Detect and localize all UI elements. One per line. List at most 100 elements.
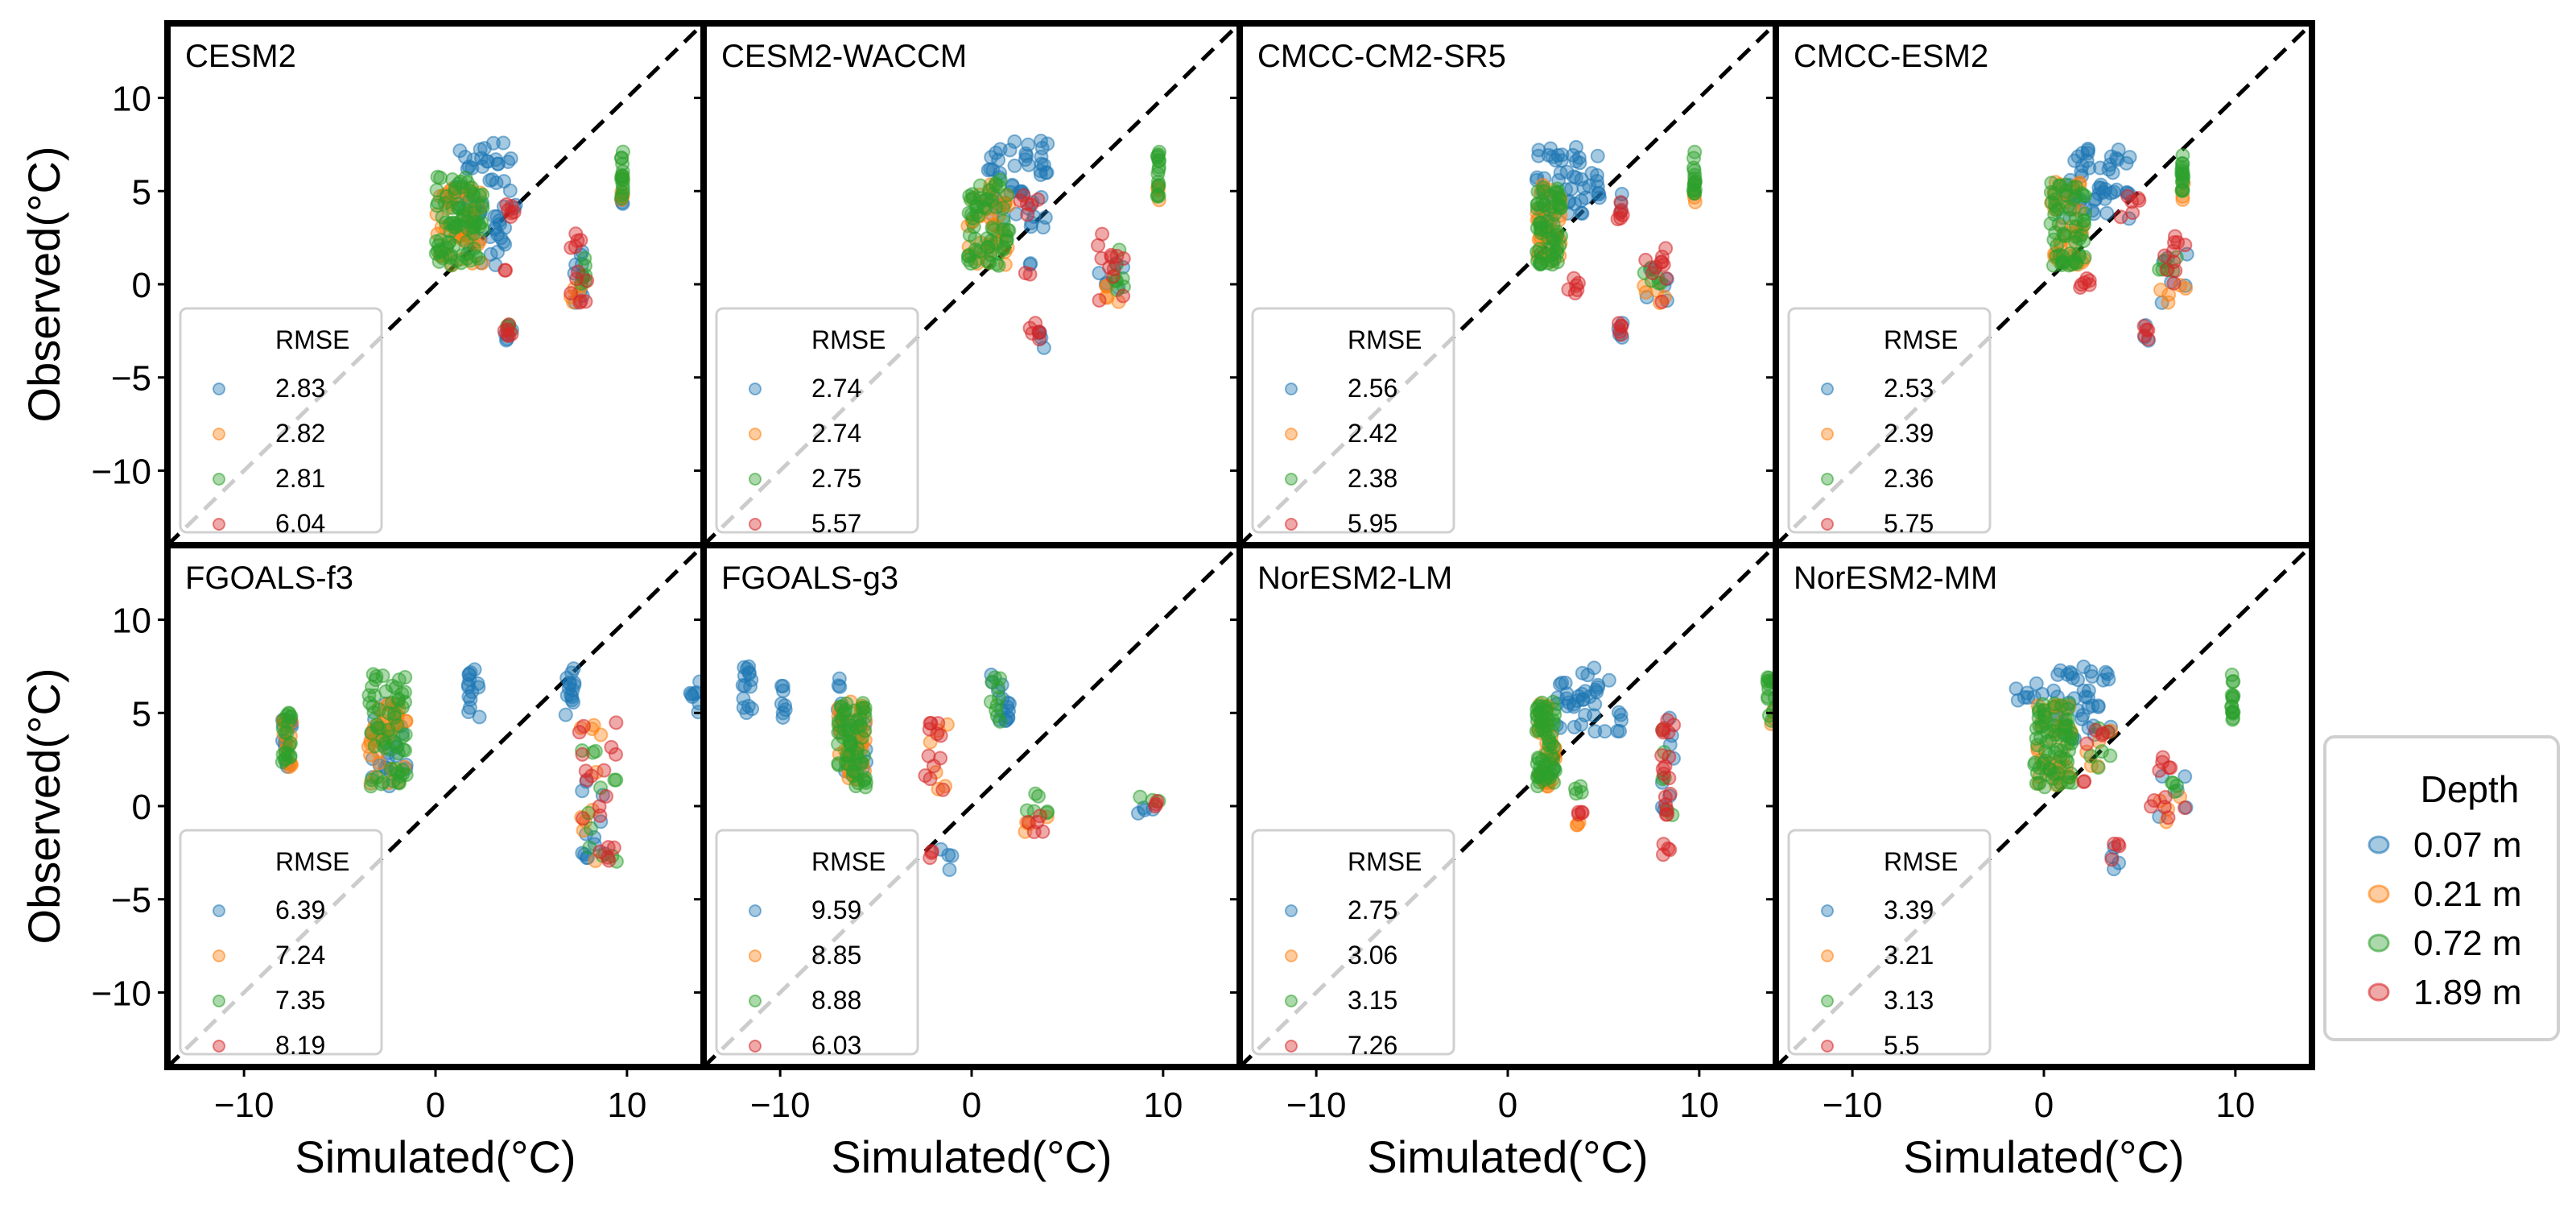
data-point-depth-0 (2108, 151, 2124, 166)
data-point-depth-0 (983, 162, 998, 177)
data-point-depth-0 (2085, 668, 2100, 684)
data-point-depth-3 (609, 715, 624, 730)
data-point-depth-3 (1116, 288, 1131, 304)
rmse-value: 8.85 (811, 941, 861, 970)
data-point-depth-0 (1587, 724, 1603, 739)
x-tick-label: 0 (962, 1086, 981, 1125)
data-point-depth-3 (2079, 736, 2095, 751)
data-point-depth-3 (1612, 205, 1628, 221)
data-point-depth-3 (2104, 852, 2120, 867)
data-point-depth-0 (1582, 689, 1597, 705)
data-point-depth-2 (858, 780, 873, 795)
data-point-depth-2 (466, 215, 481, 230)
data-point-depth-2 (2094, 744, 2109, 759)
data-point-depth-2 (2031, 705, 2046, 720)
rmse-value: 6.03 (811, 1031, 861, 1060)
data-point-depth-3 (598, 788, 613, 804)
data-point-depth-0 (1007, 158, 1022, 173)
data-point-depth-0 (774, 696, 789, 711)
data-point-depth-0 (477, 141, 492, 156)
rmse-legend-marker (1821, 995, 1834, 1007)
data-point-depth-2 (1537, 184, 1552, 199)
x-tick-label: 10 (607, 1086, 646, 1125)
data-point-depth-3 (1614, 319, 1629, 334)
depth-legend-marker (2368, 884, 2390, 904)
data-point-depth-0 (1034, 140, 1050, 155)
data-point-depth-2 (387, 709, 402, 725)
data-point-depth-2 (1686, 151, 1702, 166)
data-point-depth-2 (390, 765, 406, 780)
rmse-value: 2.39 (1884, 419, 1934, 448)
depth-legend-title: Depth (2421, 768, 2520, 810)
panel-title: CMCC-CM2-SR5 (1257, 39, 1506, 74)
depth-legend: Depth 0.07 m 0.21 m 0.72 m 1.89 m (2323, 735, 2560, 1041)
data-point-depth-3 (2113, 209, 2128, 225)
rmse-value: 9.59 (811, 895, 861, 924)
data-point-depth-2 (2039, 734, 2054, 750)
data-point-depth-3 (2166, 275, 2182, 291)
data-point-depth-2 (2103, 748, 2118, 763)
depth-legend-label: 0.72 m (2413, 924, 2522, 963)
data-point-depth-0 (1565, 147, 1580, 163)
data-point-depth-2 (2029, 776, 2044, 791)
rmse-legend-title: RMSE (1884, 847, 1958, 876)
rmse-legend-title: RMSE (1884, 325, 1958, 354)
data-point-depth-3 (1658, 241, 1674, 256)
data-point-depth-1 (931, 781, 946, 796)
rmse-legend-marker (749, 473, 762, 486)
data-point-depth-2 (2175, 171, 2190, 186)
data-point-depth-0 (941, 847, 956, 862)
data-point-depth-3 (584, 768, 599, 784)
data-point-depth-2 (2047, 186, 2062, 201)
x-tick-label: 0 (426, 1086, 445, 1125)
data-point-depth-0 (1597, 724, 1612, 739)
data-point-depth-3 (1658, 807, 1674, 822)
data-point-depth-3 (1645, 266, 1660, 281)
one-to-one-line (1776, 545, 2312, 1067)
data-point-depth-0 (832, 671, 847, 686)
data-point-depth-0 (1130, 805, 1146, 821)
data-point-depth-3 (2077, 774, 2092, 789)
data-point-depth-2 (988, 176, 1003, 191)
data-point-depth-3 (1567, 286, 1583, 301)
panel-title: FGOALS-f3 (185, 560, 353, 596)
rmse-legend-marker (749, 383, 762, 395)
data-point-depth-2 (2225, 712, 2240, 727)
data-point-depth-2 (2044, 176, 2059, 191)
data-point-depth-0 (1021, 157, 1036, 172)
data-point-depth-0 (741, 666, 757, 681)
rmse-value: 2.81 (275, 464, 325, 493)
data-point-depth-3 (608, 747, 623, 762)
data-point-depth-3 (576, 811, 591, 826)
data-point-depth-3 (2144, 799, 2159, 814)
rmse-value: 5.57 (811, 509, 861, 538)
data-point-depth-2 (985, 674, 1000, 689)
panel-cesm2: CESM2 RMSE 2.83 2.82 2.81 6.04 10 5 0 −5 −10 Observ… (19, 20, 707, 548)
data-point-depth-2 (464, 180, 480, 196)
data-point-depth-2 (615, 168, 630, 183)
plot-area (167, 545, 704, 1067)
data-point-depth-2 (377, 739, 392, 755)
rmse-value: 2.38 (1348, 464, 1397, 493)
x-tick-label: 0 (1498, 1086, 1517, 1125)
depth-legend-marker (2368, 933, 2390, 953)
data-point-depth-2 (2091, 760, 2106, 775)
data-point-depth-2 (1000, 188, 1015, 203)
data-point-depth-1 (1098, 289, 1113, 304)
data-point-depth-0 (2098, 182, 2113, 197)
data-point-depth-3 (1662, 786, 1678, 801)
data-point-depth-0 (2091, 698, 2106, 713)
data-point-depth-0 (2111, 143, 2126, 158)
data-point-depth-2 (1533, 698, 1548, 713)
panel-title: CMCC-ESM2 (1794, 39, 1988, 74)
data-point-depth-3 (1656, 721, 1671, 736)
y-tick-label: −10 (91, 974, 151, 1013)
rmse-legend-box (1787, 307, 1992, 534)
data-point-depth-0 (566, 695, 581, 710)
y-axis-label: Observed(°C) (19, 668, 69, 945)
rmse-value: 3.06 (1348, 941, 1397, 970)
data-point-depth-2 (1546, 716, 1562, 731)
data-point-depth-3 (606, 840, 621, 855)
rmse-value: 2.56 (1348, 374, 1397, 403)
data-point-depth-0 (482, 173, 497, 188)
